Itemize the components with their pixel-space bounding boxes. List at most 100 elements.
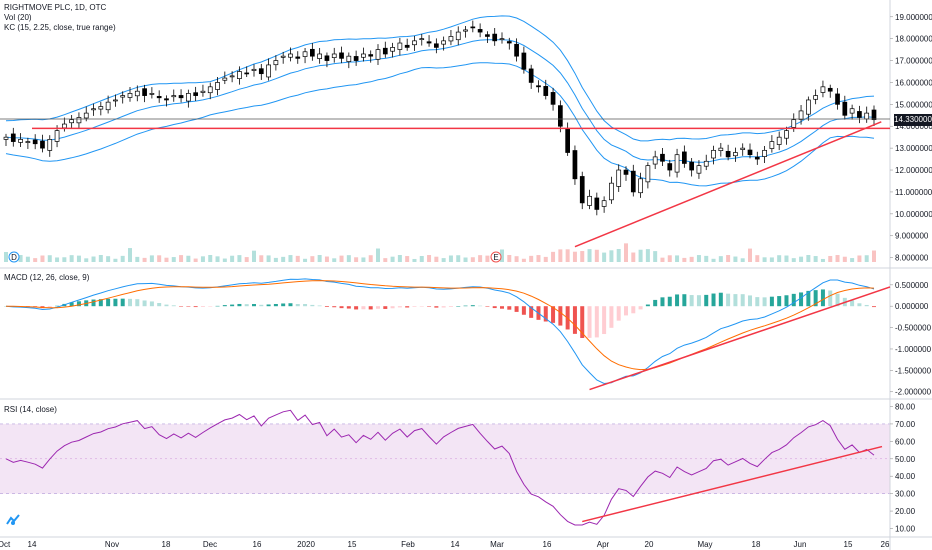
candle xyxy=(682,151,687,164)
volume-bar xyxy=(616,249,621,262)
volume-bar xyxy=(478,255,483,262)
volume-bar xyxy=(33,258,38,262)
volume-bar xyxy=(376,248,380,262)
candle xyxy=(25,141,31,143)
volume-bar xyxy=(485,255,490,262)
candle xyxy=(638,178,643,194)
macd-histogram-bar xyxy=(405,306,410,308)
macd-histogram-bar xyxy=(638,306,643,310)
macd-histogram-bar xyxy=(361,306,366,310)
macd-signal-line xyxy=(5,280,875,371)
candle xyxy=(769,141,775,149)
macd-histogram-bar xyxy=(718,292,723,307)
macd-histogram-bar xyxy=(492,306,497,309)
volume-bar xyxy=(47,255,52,262)
x-tick-label: Jun xyxy=(794,540,807,549)
volume-bar xyxy=(470,257,475,262)
volume-bar xyxy=(653,251,658,262)
macd-histogram-bar xyxy=(98,299,103,307)
macd-histogram-bar xyxy=(237,303,242,307)
macd-histogram-bar xyxy=(390,306,395,309)
candle xyxy=(178,95,184,99)
volume-bar xyxy=(718,256,723,262)
volume-bar xyxy=(390,256,395,262)
volume-bar xyxy=(602,252,607,262)
candle xyxy=(47,139,53,151)
macd-histogram-bar xyxy=(441,306,446,308)
candle xyxy=(558,105,563,127)
macd-histogram-bar xyxy=(864,304,869,307)
volume-bar xyxy=(551,251,556,262)
x-tick-label: 26 xyxy=(881,540,890,549)
x-tick-label: Apr xyxy=(597,540,610,549)
price-tick-label: 17.000000 xyxy=(895,57,932,66)
candle xyxy=(280,55,286,58)
macd-histogram-bar xyxy=(616,306,621,321)
macd-histogram-bar xyxy=(551,306,556,323)
candle xyxy=(361,53,366,58)
candle xyxy=(288,53,293,58)
volume-bar xyxy=(98,255,103,262)
candle xyxy=(485,34,490,37)
candle xyxy=(543,86,549,96)
macd-histogram-bar xyxy=(120,298,125,307)
volume-bar xyxy=(332,258,337,262)
volume-bar xyxy=(142,257,147,262)
x-tick-label: 14 xyxy=(28,540,37,549)
candle xyxy=(186,93,191,102)
volume-bar xyxy=(419,256,424,262)
macd-histogram-bar xyxy=(463,305,468,307)
rsi-tick-label: 70.00 xyxy=(895,420,916,429)
rsi-tick-label: 10.00 xyxy=(895,525,916,534)
macd-tick-label: 0.500000 xyxy=(895,281,929,290)
macd-histogram-bar xyxy=(558,306,563,326)
candle xyxy=(477,29,483,33)
candle xyxy=(492,33,498,42)
volume-bar xyxy=(456,255,461,262)
price-tick-label: 9.000000 xyxy=(895,232,929,241)
macd-histogram-bar xyxy=(726,293,731,307)
candle xyxy=(565,128,570,153)
candle xyxy=(10,133,16,142)
macd-histogram-bar xyxy=(543,306,548,322)
volume-bar xyxy=(572,251,577,262)
candle xyxy=(105,101,111,111)
rsi-tick-label: 30.00 xyxy=(895,490,916,499)
macd-histogram-bar xyxy=(485,306,490,307)
candle xyxy=(740,147,746,150)
x-tick-label: 15 xyxy=(844,540,853,549)
macd-histogram-bar xyxy=(448,306,453,307)
macd-histogram-bar xyxy=(689,295,694,307)
macd-histogram-bar xyxy=(397,306,402,308)
macd-histogram-bar xyxy=(128,298,132,307)
x-tick-label: 16 xyxy=(253,540,262,549)
candle xyxy=(310,48,315,57)
volume-bar xyxy=(346,255,351,262)
macd-histogram-bar xyxy=(653,299,658,307)
volume-bar xyxy=(208,255,213,262)
volume-bar xyxy=(769,257,774,262)
macd-histogram-bar xyxy=(835,293,840,307)
candle xyxy=(667,163,673,171)
macd-histogram-bar xyxy=(645,304,650,307)
volume-bar xyxy=(4,252,8,262)
price-tick-label: 16.000000 xyxy=(895,78,932,87)
macd-histogram-bar xyxy=(857,303,862,307)
volume-bar xyxy=(667,255,672,262)
x-tick-label: May xyxy=(697,540,712,549)
volume-bar xyxy=(580,251,585,262)
macd-histogram-bar xyxy=(682,294,687,307)
candle xyxy=(572,150,578,180)
candle xyxy=(791,119,797,128)
candle xyxy=(609,182,614,201)
candle xyxy=(375,49,381,60)
candle xyxy=(258,68,264,75)
volume-bar xyxy=(828,255,833,262)
price-tick-label: 12.000000 xyxy=(895,166,932,175)
macd-histogram-bar xyxy=(572,306,577,334)
x-tick-label: 2020 xyxy=(297,540,315,549)
candle xyxy=(711,149,716,159)
volume-bar xyxy=(237,255,242,262)
volume-bar xyxy=(288,255,293,262)
